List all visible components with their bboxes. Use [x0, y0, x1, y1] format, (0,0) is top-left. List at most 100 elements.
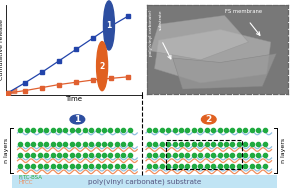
Point — [31, 154, 36, 157]
Point — [256, 165, 260, 168]
Point — [204, 154, 209, 157]
Point — [76, 129, 81, 132]
Point — [89, 143, 93, 146]
Point — [172, 154, 177, 157]
Point — [147, 129, 151, 132]
Point — [57, 165, 61, 168]
Point — [44, 129, 48, 132]
Point — [262, 129, 267, 132]
Point — [211, 129, 215, 132]
Point — [217, 154, 222, 157]
Point — [192, 165, 196, 168]
Point — [185, 154, 190, 157]
Polygon shape — [173, 54, 277, 89]
Point — [76, 165, 81, 168]
Point — [243, 129, 248, 132]
Point — [166, 129, 171, 132]
Point — [198, 154, 203, 157]
Point — [37, 129, 42, 132]
Point — [179, 154, 183, 157]
Point — [153, 143, 158, 146]
Point — [89, 129, 93, 132]
Point — [204, 165, 209, 168]
Point — [237, 165, 241, 168]
Point — [217, 165, 222, 168]
Point — [69, 143, 74, 146]
Point — [159, 143, 164, 146]
X-axis label: Time: Time — [65, 96, 82, 102]
Circle shape — [103, 1, 114, 50]
Point — [230, 143, 235, 146]
Point — [243, 143, 248, 146]
Text: ALG: ALG — [19, 177, 30, 182]
Circle shape — [201, 115, 216, 124]
Point — [114, 154, 119, 157]
Point — [25, 129, 29, 132]
Point — [69, 129, 74, 132]
Point — [50, 143, 55, 146]
Point — [82, 143, 87, 146]
Y-axis label: Cumulative release: Cumulative release — [0, 19, 4, 80]
Point — [249, 129, 254, 132]
Point — [63, 129, 68, 132]
Point — [147, 154, 151, 157]
Point — [57, 129, 61, 132]
Point — [25, 143, 29, 146]
FancyBboxPatch shape — [12, 175, 277, 188]
Point — [153, 129, 158, 132]
Point — [31, 165, 36, 168]
Point — [121, 154, 126, 157]
Point — [237, 143, 241, 146]
Point — [230, 129, 235, 132]
Point — [108, 143, 113, 146]
Point — [262, 143, 267, 146]
Text: 1: 1 — [106, 21, 112, 30]
Point — [147, 165, 151, 168]
Point — [159, 154, 164, 157]
Point — [50, 154, 55, 157]
Point — [217, 143, 222, 146]
Point — [50, 165, 55, 168]
Point — [63, 165, 68, 168]
Point — [127, 143, 132, 146]
Text: n layers: n layers — [281, 138, 286, 163]
Point — [102, 143, 106, 146]
Point — [108, 129, 113, 132]
Point — [185, 129, 190, 132]
Point — [44, 154, 48, 157]
Point — [18, 154, 23, 157]
Point — [166, 165, 171, 168]
Point — [256, 154, 260, 157]
Point — [159, 165, 164, 168]
Point — [127, 165, 132, 168]
Point — [82, 129, 87, 132]
Point — [159, 129, 164, 132]
Point — [108, 165, 113, 168]
Point — [31, 143, 36, 146]
Point — [237, 154, 241, 157]
Point — [243, 165, 248, 168]
Point — [224, 143, 228, 146]
Text: 1: 1 — [74, 115, 81, 124]
Text: FS membrane: FS membrane — [225, 9, 262, 14]
Point — [25, 154, 29, 157]
Point — [185, 165, 190, 168]
Point — [172, 143, 177, 146]
Point — [95, 165, 100, 168]
Point — [217, 129, 222, 132]
Text: n layers: n layers — [4, 138, 9, 163]
Point — [185, 143, 190, 146]
Point — [243, 154, 248, 157]
Point — [76, 143, 81, 146]
Point — [31, 129, 36, 132]
Circle shape — [97, 42, 107, 91]
Point — [37, 143, 42, 146]
Point — [63, 143, 68, 146]
Point — [262, 154, 267, 157]
Point — [179, 129, 183, 132]
Point — [153, 154, 158, 157]
Text: poly(vinyl carbonate): poly(vinyl carbonate) — [149, 9, 153, 56]
Circle shape — [70, 115, 85, 124]
Point — [127, 154, 132, 157]
Point — [69, 154, 74, 157]
